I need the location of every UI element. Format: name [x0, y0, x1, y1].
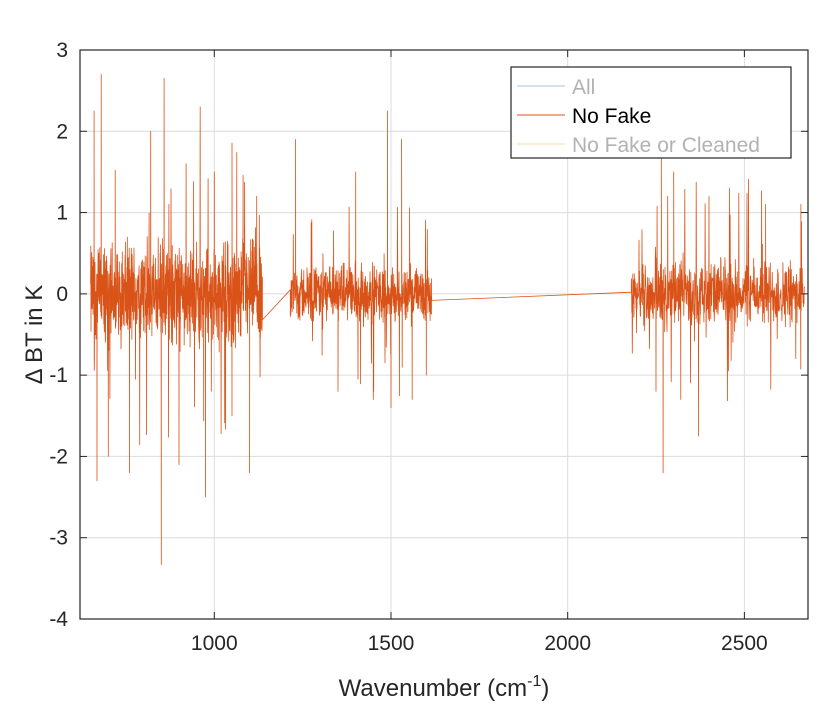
y-tick-label: -4 — [49, 608, 68, 631]
x-axis-label-suffix: ) — [541, 675, 549, 702]
x-ticks: 1000 1500 2000 2500 — [191, 50, 768, 655]
series-no-fake-line — [90, 74, 805, 565]
x-tick-label: 1000 — [191, 632, 238, 655]
legend-label-all: All — [572, 76, 595, 99]
x-tick-label: 1500 — [368, 632, 415, 655]
plot-area — [90, 74, 805, 565]
x-tick-label: 2500 — [721, 632, 768, 655]
y-ticks: -4 -3 -2 -1 0 1 2 3 — [49, 39, 808, 631]
legend-label-no-fake: No Fake — [572, 105, 651, 128]
legend-box — [510, 66, 792, 159]
y-tick-label: 1 — [56, 202, 68, 225]
y-tick-label: 2 — [56, 120, 68, 143]
y-tick-label: 0 — [56, 283, 68, 306]
legend: All No Fake No Fake or Cleaned — [510, 66, 792, 159]
x-axis-label-sup: -1 — [527, 673, 541, 690]
x-tick-label: 2000 — [544, 632, 591, 655]
x-axis-label: Wavenumber (cm-1) — [339, 673, 550, 702]
y-tick-label: -2 — [49, 445, 68, 468]
x-axis-label-main: Wavenumber (cm — [339, 675, 527, 702]
axes-frame — [79, 49, 809, 620]
y-axis-label: Δ BT in K — [21, 285, 48, 385]
no-fake-line-path — [90, 74, 805, 565]
y-tick-label: -1 — [49, 364, 68, 387]
legend-label-no-fake-or-cleaned: No Fake or Cleaned — [572, 134, 760, 157]
y-tick-label: 3 — [56, 39, 68, 62]
y-tick-label: -3 — [49, 527, 68, 550]
